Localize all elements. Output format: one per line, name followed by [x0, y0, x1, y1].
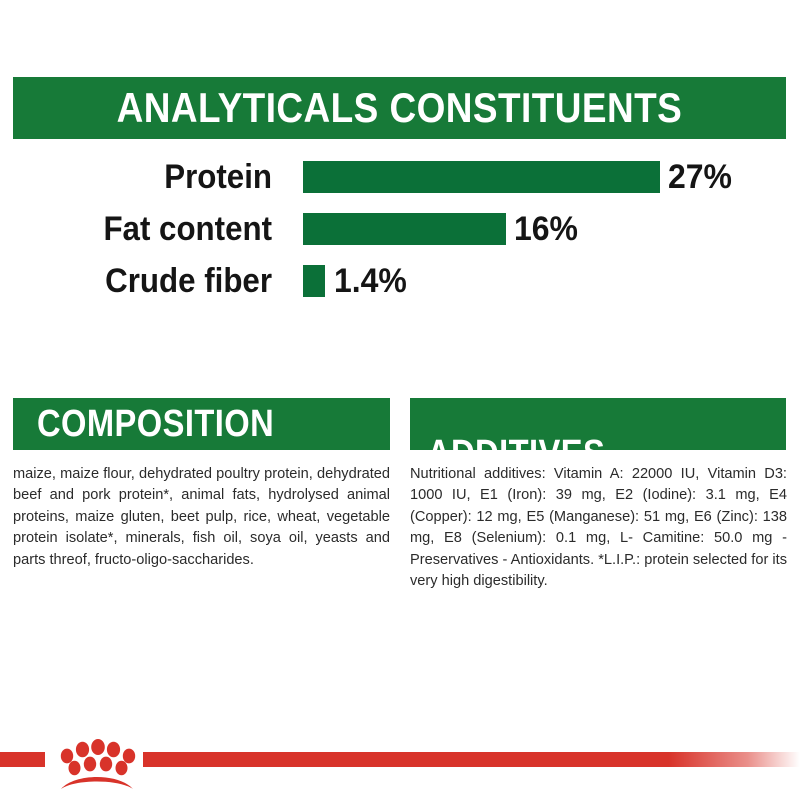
bar-label-protein: Protein: [164, 158, 272, 196]
analyticals-constituents-banner: ANALYTICALS CONSTITUENTS: [13, 77, 786, 139]
composition-title: COMPOSITION: [37, 403, 275, 445]
red-rule-left: [0, 752, 45, 767]
additives-text: Nutritional additives: Vitamin A: 22000 …: [410, 466, 787, 590]
additives-title: ADDITIVES: [427, 433, 606, 475]
bar-track-fat-content: [303, 213, 506, 245]
bar-label-crude-fiber: Crude fiber: [105, 262, 272, 300]
bar-fill-fat-content: [303, 213, 506, 245]
bar-value-protein: 27%: [668, 158, 732, 196]
bar-value-crude-fiber: 1.4%: [334, 262, 407, 300]
red-rule-right: [143, 752, 800, 767]
table-row: Protein 27%: [0, 152, 800, 202]
bar-fill-protein: [303, 161, 660, 193]
bar-value-fat-content: 16%: [514, 210, 578, 248]
bar-label-fat-content: Fat content: [103, 210, 272, 248]
composition-text: maize, maize flour, dehydrated poultry p…: [13, 466, 390, 568]
royal-canin-crown-icon: [60, 739, 136, 789]
analyticals-constituents-title: ANALYTICALS CONSTITUENTS: [116, 84, 683, 131]
table-row: Fat content 16%: [0, 204, 800, 254]
footer-brand-bar: [0, 739, 800, 800]
table-row: Crude fiber 1.4%: [0, 256, 800, 306]
bar-track-crude-fiber: [303, 265, 325, 297]
analyticals-bar-chart: Protein 27% Fat content 16% Crude fiber …: [0, 152, 800, 312]
composition-banner: COMPOSITION: [13, 398, 390, 450]
bar-track-protein: [303, 161, 660, 193]
additives-subtitle: (per kg): [637, 448, 704, 471]
bar-fill-crude-fiber: [303, 265, 325, 297]
additives-banner: ADDITIVES (per kg): [410, 398, 786, 473]
